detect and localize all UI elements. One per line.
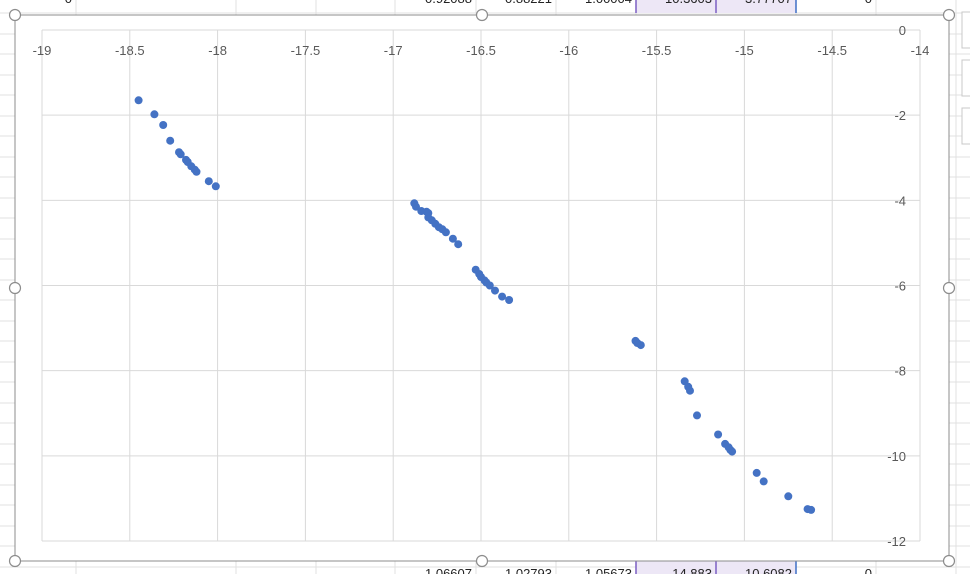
data-point[interactable] [159, 121, 168, 129]
y-tick-label: -2 [894, 108, 906, 123]
cell-value[interactable]: 1.02793 [505, 566, 552, 574]
y-tick-label: -12 [887, 534, 906, 549]
cell-value[interactable]: 0 [865, 566, 872, 574]
resize-handle[interactable] [942, 554, 956, 568]
cell-value[interactable]: 0 [865, 0, 872, 6]
side-panel-box [961, 107, 970, 145]
data-point[interactable] [714, 430, 723, 439]
y-tick-label: -6 [894, 279, 906, 294]
resize-handle[interactable] [8, 554, 22, 568]
resize-handle[interactable] [475, 554, 489, 568]
data-point[interactable] [204, 177, 213, 186]
data-point[interactable] [752, 468, 761, 477]
x-tick-label: -18 [208, 43, 227, 58]
series-markers [134, 96, 816, 514]
data-point[interactable] [784, 492, 793, 501]
data-point[interactable] [693, 411, 701, 420]
x-tick-label: -14.5 [817, 43, 847, 58]
cell-value[interactable]: 1.00004 [585, 0, 632, 6]
x-tick-label: -17.5 [291, 43, 321, 58]
x-tick-label: -16.5 [466, 43, 496, 58]
y-tick-label: 0 [899, 23, 906, 38]
cell-value[interactable]: 3.77707 [745, 0, 792, 6]
data-point[interactable] [166, 136, 175, 145]
x-tick-label: -18.5 [115, 43, 145, 58]
side-panel-box [961, 11, 970, 49]
data-point[interactable] [176, 150, 185, 159]
data-point[interactable] [505, 296, 514, 304]
x-tick-label: -17 [384, 43, 403, 58]
cell-value[interactable]: 1.06607 [425, 566, 472, 574]
resize-handle[interactable] [942, 8, 956, 22]
data-point[interactable] [134, 96, 143, 105]
side-panel-box [961, 59, 970, 97]
data-point[interactable] [211, 182, 220, 191]
cell-value[interactable]: 10.6082 [745, 566, 792, 574]
data-point[interactable] [192, 167, 201, 176]
resize-handle[interactable] [475, 8, 489, 22]
y-tick-label: -10 [887, 449, 906, 464]
x-tick-label: -16 [559, 43, 578, 58]
chart-area[interactable] [14, 14, 950, 562]
cell-value[interactable]: 14.883 [672, 566, 712, 574]
data-point[interactable] [498, 292, 507, 301]
x-tick-label: -14 [911, 43, 930, 58]
y-tick-label: -8 [894, 364, 906, 379]
data-point[interactable] [441, 228, 450, 237]
data-point[interactable] [485, 281, 494, 290]
cell-value[interactable]: 10.3603 [665, 0, 712, 6]
resize-handle[interactable] [8, 8, 22, 22]
resize-handle[interactable] [8, 281, 22, 295]
data-point[interactable] [454, 240, 463, 249]
x-tick-label: -15 [735, 43, 754, 58]
data-point[interactable] [686, 386, 694, 395]
cell-value[interactable]: 0.88221 [505, 0, 552, 6]
data-point[interactable] [412, 202, 420, 211]
x-tick-label: -19 [33, 43, 52, 58]
x-tick-label: -15.5 [642, 43, 672, 58]
y-tick-label: -4 [894, 193, 906, 208]
data-point[interactable] [491, 286, 499, 295]
cell-value[interactable]: 0 [65, 0, 72, 6]
cell-value[interactable]: 1.05673 [585, 566, 632, 574]
data-point[interactable] [728, 447, 737, 456]
data-point[interactable] [150, 110, 159, 119]
data-point[interactable] [636, 341, 645, 350]
data-point[interactable] [759, 477, 768, 486]
cell-value[interactable]: 0.92088 [425, 0, 472, 6]
data-point[interactable] [448, 234, 457, 243]
resize-handle[interactable] [942, 281, 956, 295]
data-point[interactable] [807, 505, 816, 514]
